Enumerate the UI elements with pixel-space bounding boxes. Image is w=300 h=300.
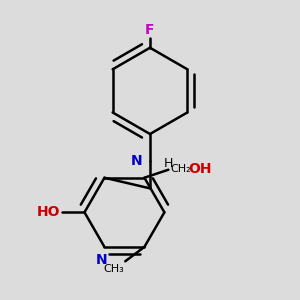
Text: N: N <box>130 154 142 168</box>
Text: CH₃: CH₃ <box>103 264 124 274</box>
Text: F: F <box>145 23 155 37</box>
Text: CH₂: CH₂ <box>170 164 190 174</box>
Text: HO: HO <box>37 205 61 219</box>
Text: N: N <box>95 253 107 267</box>
Text: OH: OH <box>188 162 212 176</box>
Text: H: H <box>164 157 173 170</box>
